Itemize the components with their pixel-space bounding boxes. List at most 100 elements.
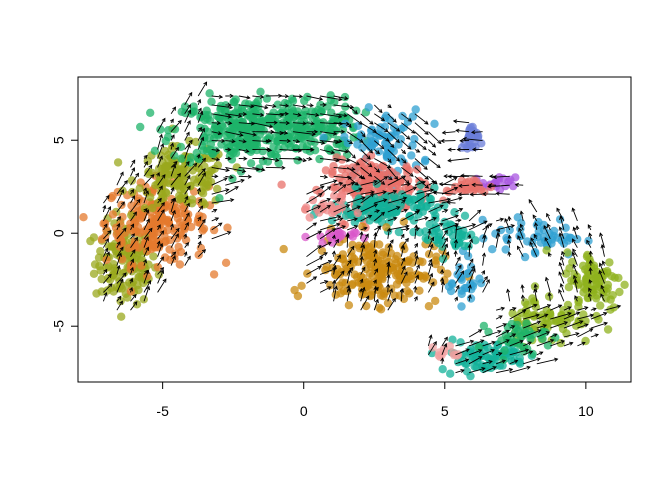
cell-point bbox=[438, 351, 446, 359]
cell-point bbox=[280, 245, 288, 253]
cell-point bbox=[328, 167, 336, 175]
cell-point bbox=[400, 218, 408, 226]
cell-point bbox=[463, 367, 471, 375]
cell-point bbox=[274, 145, 282, 153]
cell-point bbox=[409, 112, 417, 120]
cell-point bbox=[446, 370, 454, 378]
velocity-arrow bbox=[415, 114, 428, 124]
cell-point bbox=[148, 204, 156, 212]
cell-point bbox=[574, 298, 582, 306]
cell-point bbox=[130, 220, 138, 228]
cell-point bbox=[395, 228, 403, 236]
velocity-arrow bbox=[280, 159, 302, 160]
cell-point bbox=[349, 233, 357, 241]
cell-point bbox=[407, 151, 415, 159]
cell-point bbox=[136, 184, 144, 192]
cell-point bbox=[292, 144, 300, 152]
cell-point bbox=[581, 265, 589, 273]
cell-point bbox=[351, 270, 359, 278]
cell-point bbox=[607, 295, 615, 303]
cell-point bbox=[109, 267, 117, 275]
cell-point bbox=[403, 287, 411, 295]
cell-point bbox=[341, 221, 349, 229]
cell-point bbox=[297, 282, 305, 290]
cell-point bbox=[457, 302, 465, 310]
cell-point bbox=[203, 115, 211, 123]
cell-point bbox=[136, 229, 144, 237]
cell-point bbox=[228, 175, 236, 183]
velocity-arrow bbox=[472, 185, 482, 186]
cell-point bbox=[365, 103, 373, 111]
cell-point bbox=[268, 117, 276, 125]
y-tick-label: 5 bbox=[51, 136, 67, 144]
cell-point bbox=[300, 97, 308, 105]
cell-point bbox=[480, 322, 488, 330]
cell-point bbox=[161, 216, 169, 224]
cell-point bbox=[425, 302, 433, 310]
cell-point bbox=[445, 188, 453, 196]
cell-point bbox=[241, 142, 249, 150]
velocity-arrow bbox=[415, 123, 428, 135]
cell-point bbox=[284, 121, 292, 129]
cell-point bbox=[210, 270, 218, 278]
cell-point bbox=[171, 125, 179, 133]
y-axis: -5 0 5 bbox=[51, 136, 78, 332]
cell-point bbox=[207, 178, 215, 186]
cell-point bbox=[161, 163, 169, 171]
cell-point bbox=[108, 192, 116, 200]
cell-point bbox=[187, 110, 195, 118]
velocity-arrow bbox=[239, 176, 251, 177]
velocity-arrow bbox=[374, 105, 382, 113]
cell-point bbox=[521, 298, 529, 306]
velocity-arrow bbox=[448, 159, 469, 161]
cell-point bbox=[377, 305, 385, 313]
cell-point bbox=[102, 256, 110, 264]
y-tick-label: 0 bbox=[51, 229, 67, 237]
cell-point bbox=[294, 292, 302, 300]
cell-point bbox=[605, 258, 613, 266]
cell-point bbox=[345, 301, 353, 309]
cell-point bbox=[463, 144, 471, 152]
cell-point bbox=[198, 213, 206, 221]
cell-point bbox=[366, 269, 374, 277]
velocity-arrow bbox=[198, 82, 206, 96]
cell-point bbox=[247, 159, 255, 167]
cell-point bbox=[525, 331, 533, 339]
cell-point bbox=[210, 226, 218, 234]
y-tick-label: -5 bbox=[51, 320, 67, 333]
x-tick-label: 10 bbox=[578, 403, 594, 419]
cell-point bbox=[165, 179, 173, 187]
cell-point bbox=[377, 291, 385, 299]
cell-point bbox=[406, 185, 414, 193]
cell-point bbox=[286, 130, 294, 138]
cell-point bbox=[592, 291, 600, 299]
cell-point bbox=[298, 124, 306, 132]
cell-point bbox=[154, 263, 162, 271]
velocity-arrow bbox=[307, 223, 317, 230]
velocity-arrow bbox=[577, 329, 592, 337]
cell-point bbox=[488, 245, 496, 253]
cell-point bbox=[207, 98, 215, 106]
cell-point bbox=[136, 123, 144, 131]
cell-point bbox=[162, 171, 170, 179]
velocity-arrow bbox=[280, 141, 291, 142]
cell-point bbox=[398, 112, 406, 120]
cell-point bbox=[615, 288, 623, 296]
velocity-arrow bbox=[496, 193, 509, 194]
cell-point bbox=[430, 120, 438, 128]
cell-point bbox=[146, 109, 154, 117]
cell-point bbox=[439, 365, 447, 373]
cell-point bbox=[461, 212, 469, 220]
cell-point bbox=[306, 213, 314, 221]
cell-point bbox=[340, 133, 348, 141]
cell-point bbox=[379, 171, 387, 179]
cell-point bbox=[462, 186, 470, 194]
velocity-arrow bbox=[469, 330, 482, 337]
x-tick-label: -5 bbox=[156, 403, 169, 419]
velocity-arrow bbox=[117, 172, 123, 185]
cell-point bbox=[79, 213, 87, 221]
cell-point bbox=[366, 292, 374, 300]
cell-point bbox=[301, 233, 309, 241]
